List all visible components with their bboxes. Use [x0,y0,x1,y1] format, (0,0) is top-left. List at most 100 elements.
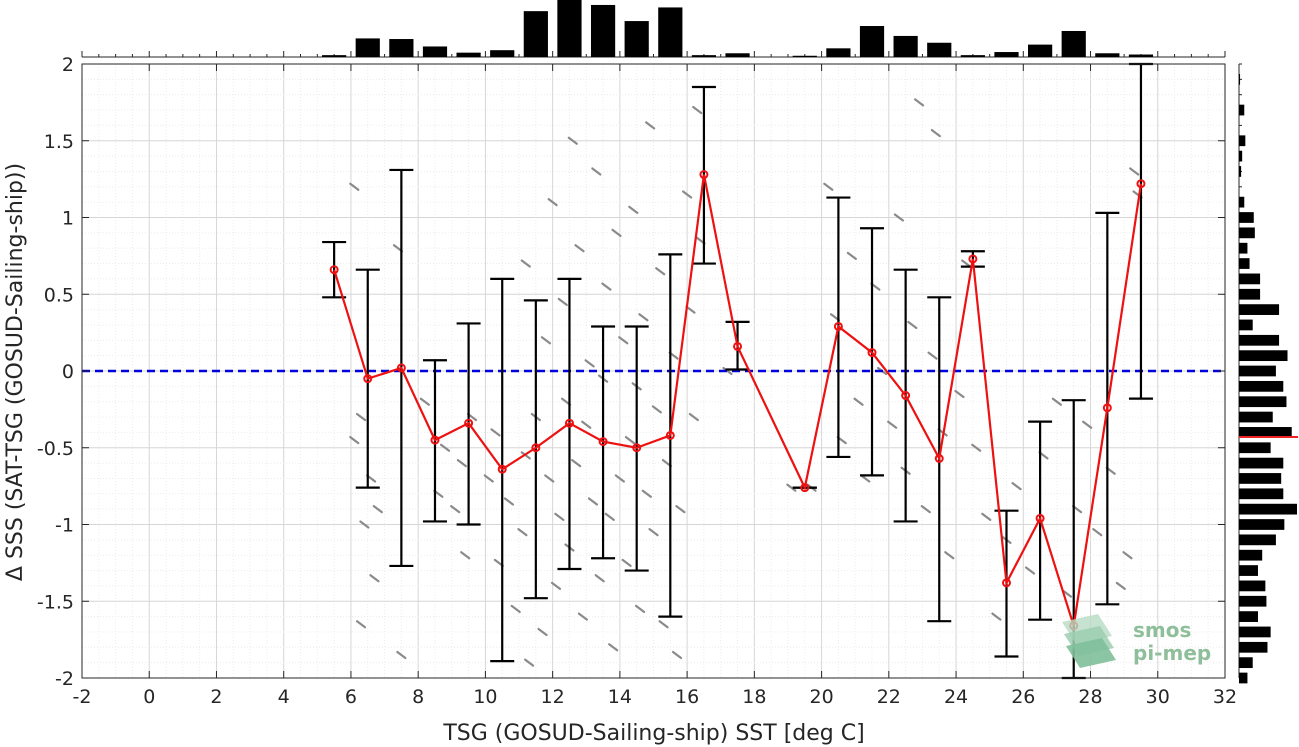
scatter-point [648,528,659,537]
right-hist-bar [1239,166,1242,177]
scatter-point [554,512,565,521]
scatter-point [1061,589,1073,598]
top-hist-bar [1095,53,1120,57]
right-hist-bar [1239,473,1282,484]
logo-text-pimep: pi-mep [1133,641,1211,665]
series-marker [934,453,944,463]
top-hist-bar [557,0,582,57]
right-hist-bar [1239,611,1258,622]
top-hist-bar [1028,44,1053,57]
scatter-point [682,190,693,199]
series-marker [598,437,608,447]
scatter-point [641,489,652,498]
x-tick-label: 24 [944,686,968,708]
smos-pimep-logo: smos pi-mep [1062,614,1211,668]
right-hist-bar [1239,273,1261,285]
series-marker [1136,179,1146,189]
right-hist-bar [1239,304,1280,315]
right-hist-bar [1239,334,1280,346]
scatter-point [372,505,383,514]
right-hist-bar [1239,104,1245,116]
scatter-point [524,658,535,667]
scatter-point [944,551,955,560]
scatter-point [1051,397,1063,406]
scatter-point [930,128,941,138]
series-marker [833,321,843,331]
x-tick-label: 28 [1078,686,1102,708]
scatter-point [655,267,666,276]
scatter-point [355,412,367,422]
top-hist-bar [1061,30,1086,57]
scatter-point [1129,167,1140,176]
y-tick-label: -2 [55,668,74,690]
x-tick-label: 4 [278,686,290,708]
right-hist-bar [1239,595,1267,607]
scatter-point [893,213,905,222]
scatter-point [456,459,467,468]
logo-text-smos: smos [1133,618,1191,642]
right-hist-bar [1239,196,1245,208]
scatter-point [547,198,558,207]
scatter-point [671,650,683,660]
scatter-point [396,650,407,660]
series-marker [800,483,810,493]
x-tick-label: 10 [473,686,497,708]
scatter-point [604,512,615,521]
right-hist-bar [1239,288,1261,300]
top-hist-bar [389,39,414,57]
top-hist-bar [624,21,649,58]
series-marker [430,435,440,445]
scatter-point [786,483,797,492]
top-hist-bar [422,46,448,57]
scatter-point [460,551,471,560]
series-marker [699,170,709,180]
scatter-point [359,520,370,529]
scatter-point [954,389,965,399]
scatter-point [621,558,632,567]
scatter-point [587,497,599,506]
y-tick-label: -1 [55,515,74,537]
series-marker [632,443,642,453]
series-marker [968,254,978,264]
scatter-point [1092,528,1103,537]
scatter-point [510,604,521,614]
top-hist-bar [490,50,515,57]
series-marker [1102,403,1112,413]
top-hist-bar [893,35,918,57]
x-axis-title: TSG (GOSUD-Sailing-ship) SST [deg C] [442,721,864,746]
scatter-point [419,397,430,406]
scatter-point [614,474,625,483]
scatter-point [594,574,605,583]
right-hist-bar [1239,641,1268,653]
right-hist-bar [1239,73,1241,85]
right-hist-bar [1239,672,1248,684]
top-hist-bar [859,26,885,57]
right-hist-bar [1239,565,1258,576]
scatter-point [846,251,857,260]
y-tick-label: 1.5 [44,131,74,153]
y-tick-label: 2 [62,54,74,76]
scatter-point [628,205,639,214]
x-tick-label: 16 [675,686,699,708]
top-histogram [81,0,1226,58]
right-hist-bar [1239,319,1253,331]
scatter-point [490,428,501,437]
top-hist-bar [826,48,851,57]
scatter-point [688,412,699,422]
scatter-point [355,620,367,629]
x-tick-label: 0 [143,686,155,708]
scatter-point [611,228,622,237]
y-axis-title: Δ SSS (SAT-TSG (GOSUD-Sailing-ship)) [3,163,28,581]
top-hist-bar [658,7,683,57]
series-marker [1035,513,1045,523]
scatter-point [907,320,918,330]
right-hist-bar [1239,227,1255,239]
right-hist-bar [1239,212,1254,223]
right-hist-bar [1239,457,1284,469]
right-hist-bar [1239,258,1250,269]
scatter-point [577,612,589,621]
right-hist-bar [1239,380,1284,392]
scatter-point [927,351,938,360]
y-tick-label: 1 [62,208,74,230]
scatter-point [571,459,582,468]
